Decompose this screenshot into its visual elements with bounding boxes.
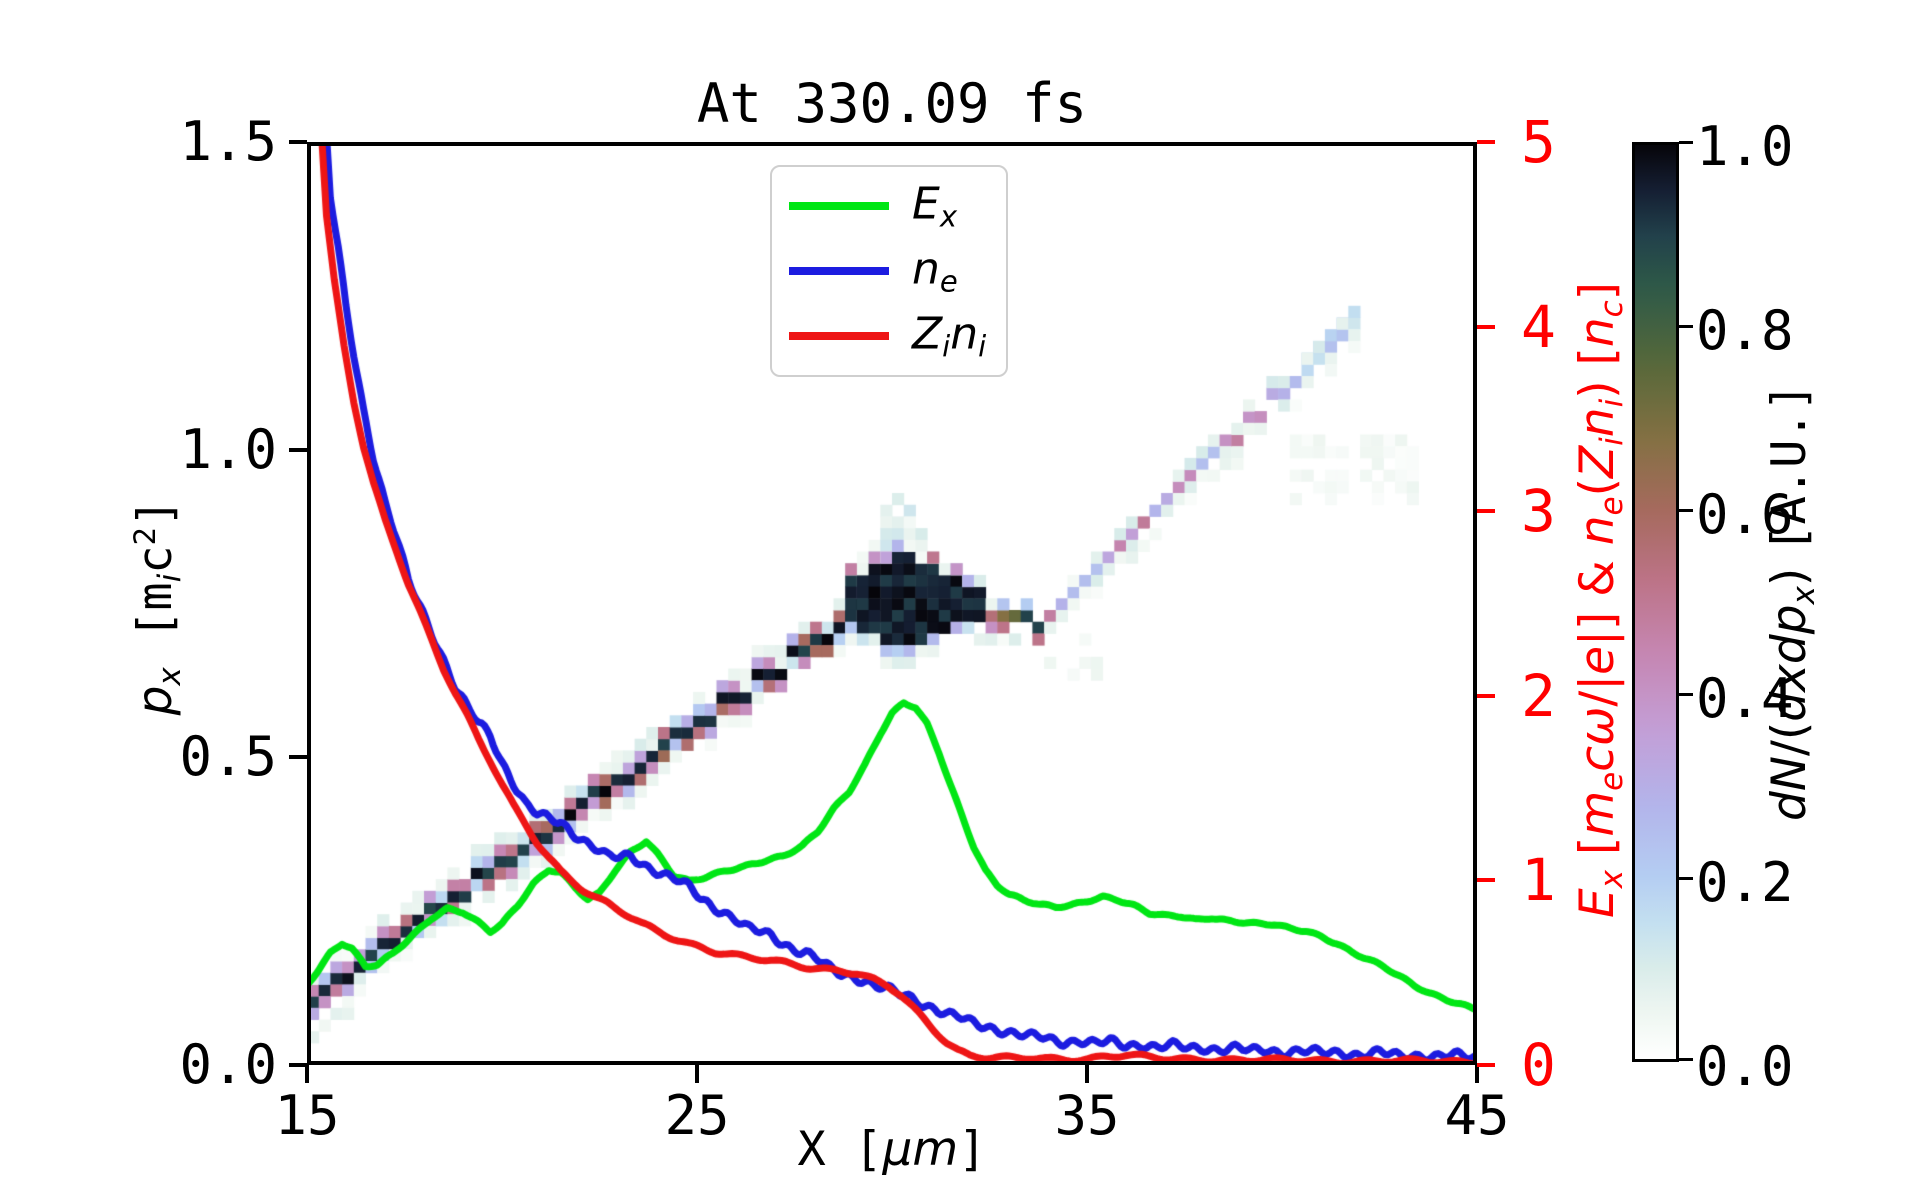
colorbar — [1632, 142, 1679, 1062]
x-tick — [305, 1065, 309, 1083]
label-part: i — [978, 329, 987, 364]
label-part: n — [1570, 407, 1626, 438]
legend-swatch-ne — [789, 266, 889, 275]
legend-item-ne: ne — [772, 238, 1006, 303]
y-right-tick — [1477, 509, 1495, 514]
y-right-tick-label: 1 — [1521, 846, 1556, 915]
colorbar-tick-label: 0.6 — [1696, 483, 1794, 546]
label-part: d — [1762, 634, 1818, 665]
legend: Ex ne Zini — [770, 165, 1008, 377]
y-right-tick — [1477, 1063, 1495, 1067]
y-right-tick — [1477, 878, 1495, 883]
colorbar-tick — [1679, 692, 1693, 696]
label-part: m — [1570, 790, 1626, 837]
y-right-tick-label: 3 — [1521, 477, 1556, 546]
y-right-axis-label: Ex [mecω/|e|] & ne(Zini) [nc] — [1570, 282, 1630, 918]
label-part: m — [912, 1122, 959, 1177]
colorbar-tick-label: 0.0 — [1696, 1035, 1794, 1098]
y-left-tick — [289, 140, 307, 144]
label-part: |] & — [1570, 545, 1626, 646]
y-left-tick-label: 0.5 — [179, 725, 277, 789]
label-part: Z — [1570, 445, 1626, 479]
label-part: i — [151, 573, 188, 583]
label-part: ] — [958, 1122, 987, 1177]
label-part: c — [1570, 745, 1626, 772]
label-part: Z — [912, 307, 943, 359]
colorbar-tick-label: 1.0 — [1696, 115, 1794, 178]
label-part: ] — [128, 498, 184, 527]
label-part: n — [950, 307, 979, 359]
y-left-tick-label: 0.0 — [179, 1033, 277, 1096]
colorbar-tick-label: 0.2 — [1696, 851, 1794, 914]
y-right-tick — [1477, 693, 1495, 698]
x-axis-label: X [μm] — [307, 1122, 1477, 1177]
colorbar-tick — [1679, 508, 1693, 512]
x-tick-label: 45 — [1444, 1084, 1510, 1147]
y-left-tick-label: 1.0 — [179, 417, 277, 481]
label-part: c — [128, 545, 184, 574]
colorbar-tick-label: 0.8 — [1696, 299, 1794, 362]
colorbar-tick — [1679, 324, 1693, 328]
legend-label-Ex: Ex — [912, 178, 957, 233]
plot-area — [307, 142, 1477, 1065]
label-part: e — [939, 264, 958, 299]
label-part: i — [1593, 398, 1630, 408]
label-part: x — [151, 667, 188, 686]
legend-swatch-Zini — [789, 331, 889, 340]
legend-item-Ex: Ex — [772, 173, 1006, 238]
colorbar-tick — [1679, 876, 1693, 880]
label-part: x — [1785, 586, 1822, 605]
x-tick — [1475, 1065, 1479, 1083]
colorbar-label: dN/(dxdpx) [A.U.] — [1762, 383, 1822, 821]
legend-label-ne: ne — [912, 243, 958, 298]
label-part: 2 — [128, 526, 163, 546]
colorbar-tick — [1679, 1057, 1693, 1061]
y-left-tick — [289, 755, 307, 760]
y-left-tick-label: 1.5 — [179, 110, 277, 173]
x-tick-label: 25 — [664, 1084, 730, 1147]
x-tick-label: 35 — [1054, 1084, 1120, 1147]
label-part: p — [128, 685, 184, 716]
y-right-tick-label: 2 — [1521, 661, 1556, 730]
label-part: X [ — [797, 1122, 883, 1177]
y-right-tick-label: 0 — [1521, 1031, 1556, 1099]
label-part: μ — [882, 1122, 913, 1177]
x-tick — [695, 1065, 699, 1083]
colorbar-gradient — [1635, 145, 1676, 1059]
label-part: i — [1593, 437, 1630, 446]
label-part: x — [939, 199, 957, 234]
y-left-axis-label: px [mic2] — [128, 499, 188, 716]
label-part: N — [1762, 755, 1818, 792]
y-left-tick — [289, 1063, 307, 1067]
label-part: d — [1762, 791, 1818, 821]
label-part: e — [1593, 771, 1630, 791]
y-right-tick — [1477, 140, 1495, 144]
legend-item-Zini: Zini — [772, 303, 1006, 368]
colorbar-tick — [1679, 140, 1693, 144]
legend-label-Zini: Zini — [912, 308, 986, 363]
y-right-tick — [1477, 324, 1495, 329]
x-tick-label: 15 — [274, 1084, 340, 1147]
label-part: E — [912, 177, 940, 229]
label-part: i — [942, 329, 951, 364]
x-tick — [1085, 1065, 1089, 1083]
label-part: p — [1762, 604, 1818, 635]
y-right-tick-label: 4 — [1521, 292, 1556, 361]
y-right-tick-label: 5 — [1521, 108, 1556, 176]
y-left-tick — [289, 447, 307, 452]
label-part: ) — [1762, 552, 1818, 587]
label-part: [ — [128, 610, 184, 668]
colorbar-tick-label: 0.4 — [1696, 667, 1794, 730]
label-part: n — [912, 242, 940, 294]
label-part: m — [128, 582, 184, 611]
plot-title: At 330.09 fs — [696, 72, 1088, 135]
legend-swatch-Ex — [789, 201, 889, 210]
